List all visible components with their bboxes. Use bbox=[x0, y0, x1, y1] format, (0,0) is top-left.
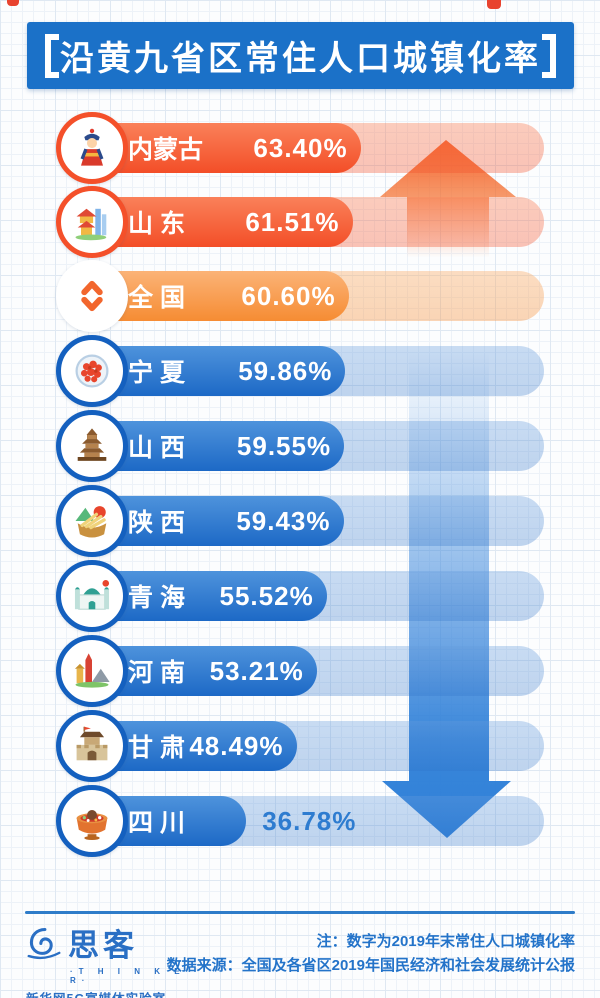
red-corner-mark bbox=[487, 0, 501, 9]
row-gansu: 甘 肃 48.49% bbox=[0, 709, 600, 783]
province-label: 山 东 bbox=[128, 210, 185, 238]
national-label: 全 国 bbox=[128, 284, 185, 312]
source-line: 数据来源：全国及各省区2019年国民经济和社会发展统计公报 bbox=[166, 957, 575, 974]
bar-fill: 青 海 55.52% bbox=[88, 571, 327, 621]
province-badge bbox=[56, 785, 128, 857]
row-ningxia: 宁 夏 59.86% bbox=[0, 334, 600, 408]
row-national: 全 国 60.60% bbox=[0, 259, 600, 333]
bar-fill: 内蒙古 63.40% bbox=[88, 123, 361, 173]
province-label: 甘 肃 bbox=[128, 734, 185, 762]
province-value: 48.49% bbox=[189, 730, 284, 761]
left-bracket-icon bbox=[45, 33, 59, 78]
province-label: 内蒙古 bbox=[128, 136, 204, 164]
province-badge bbox=[56, 560, 128, 632]
ningxia-goji-berries-icon bbox=[75, 354, 109, 388]
province-value: 53.21% bbox=[209, 655, 304, 686]
gansu-fortress-icon bbox=[76, 726, 108, 761]
province-label: 宁 夏 bbox=[128, 359, 185, 387]
province-badge bbox=[56, 635, 128, 707]
row-henan: 河 南 53.21% bbox=[0, 634, 600, 708]
red-corner-mark bbox=[7, 0, 19, 6]
bar-fill: 宁 夏 59.86% bbox=[88, 346, 346, 396]
province-label: 河 南 bbox=[128, 659, 185, 687]
province-label: 青 海 bbox=[128, 584, 185, 612]
province-badge bbox=[56, 410, 128, 482]
title-banner: 沿黄九省区常住人口城镇化率 bbox=[27, 22, 574, 89]
row-shanxi: 山 西 59.55% bbox=[0, 409, 600, 483]
logo-thinker-caption: ·T H I N K E R· bbox=[70, 967, 186, 985]
bar-fill: 山 东 61.51% bbox=[88, 197, 353, 247]
logo-lab-caption: 新华网5G富媒体实验室 bbox=[26, 988, 186, 998]
shandong-landmark-icon bbox=[75, 208, 107, 241]
footnotes: 注：数字为2019年末常住人口城镇化率 数据来源：全国及各省区2019年国民经济… bbox=[167, 930, 575, 978]
logo-wordmark: 思客 bbox=[68, 928, 138, 963]
row-neimenggu: 内蒙古 63.40% bbox=[0, 111, 600, 185]
logo-swirl-icon bbox=[27, 927, 61, 959]
province-badge bbox=[56, 112, 128, 184]
province-badge bbox=[56, 186, 128, 258]
shanxi-pagoda-icon bbox=[77, 428, 107, 461]
footer-divider bbox=[25, 911, 575, 914]
province-label: 山 西 bbox=[128, 434, 185, 462]
province-value: 36.78% bbox=[262, 806, 357, 836]
province-label: 陕 西 bbox=[128, 509, 185, 537]
province-value: 59.86% bbox=[238, 355, 333, 386]
right-bracket-icon bbox=[542, 33, 556, 78]
province-value: 61.51% bbox=[245, 206, 340, 237]
province-value: 63.40% bbox=[253, 132, 348, 163]
qinghai-mosque-icon bbox=[74, 580, 110, 610]
row-shandong: 山 东 61.51% bbox=[0, 185, 600, 259]
bar-fill: 陕 西 59.43% bbox=[88, 496, 344, 546]
province-value: 59.43% bbox=[236, 505, 331, 536]
province-badge bbox=[56, 335, 128, 407]
row-shaanxi: 陕 西 59.43% bbox=[0, 484, 600, 558]
province-badge bbox=[56, 710, 128, 782]
henan-tower-icon bbox=[74, 653, 110, 688]
row-sichuan: 四 川 36.78% bbox=[0, 784, 600, 858]
province-badge bbox=[56, 485, 128, 557]
national-updown-arrows-icon bbox=[81, 280, 103, 312]
province-value: 59.55% bbox=[236, 430, 332, 461]
page-title: 沿黄九省区常住人口城镇化率 bbox=[60, 40, 541, 78]
province-value: 55.52% bbox=[219, 580, 314, 611]
bar-fill: 山 西 59.55% bbox=[88, 421, 345, 471]
province-label: 四 川 bbox=[128, 809, 185, 837]
note-line: 注：数字为2019年末常住人口城镇化率 bbox=[316, 933, 575, 950]
inner-mongolia-costume-icon bbox=[80, 128, 104, 166]
sichuan-hotpot-icon bbox=[76, 810, 108, 841]
row-qinghai: 青 海 55.52% bbox=[0, 559, 600, 633]
national-value: 60.60% bbox=[241, 280, 336, 311]
thinker-logo: 思客 ·T H I N K E R· 新华网5G富媒体实验室 bbox=[26, 920, 186, 998]
bar-fill: 全 国 60.60% bbox=[88, 271, 349, 321]
national-badge bbox=[56, 260, 128, 332]
shaanxi-noodles-icon bbox=[75, 506, 107, 538]
